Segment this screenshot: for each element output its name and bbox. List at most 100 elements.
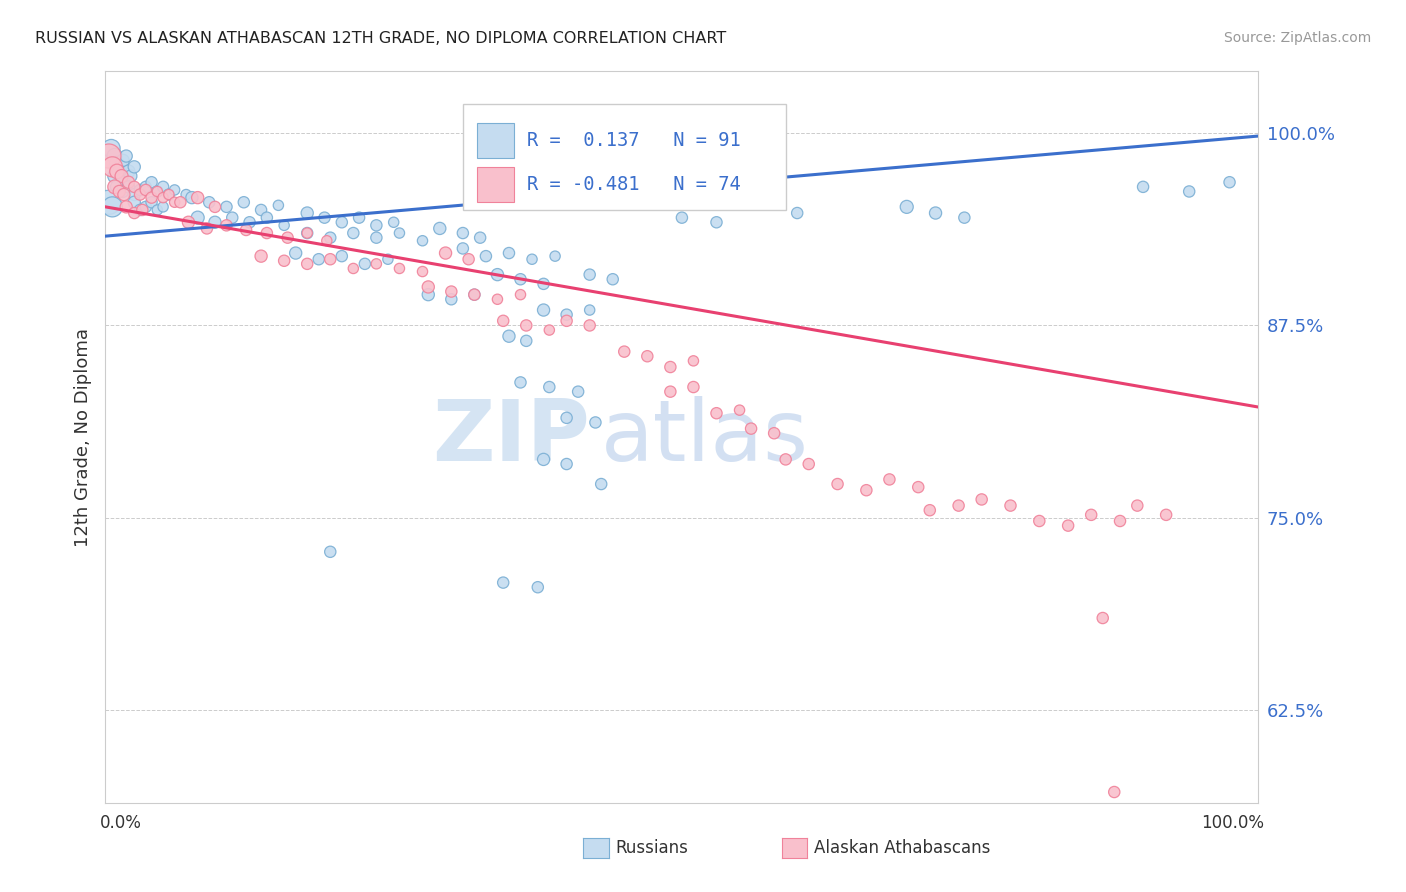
Point bbox=[124, 179, 146, 194]
Point bbox=[763, 426, 786, 441]
Point bbox=[475, 249, 498, 263]
Text: 0.0%: 0.0% bbox=[100, 814, 142, 831]
Point bbox=[204, 200, 226, 214]
Point bbox=[135, 183, 157, 197]
Point bbox=[195, 221, 218, 235]
Point bbox=[250, 249, 273, 263]
Point bbox=[728, 403, 751, 417]
Point bbox=[342, 261, 364, 276]
Point bbox=[135, 200, 157, 214]
Point bbox=[486, 268, 509, 282]
Point bbox=[896, 200, 918, 214]
Text: R =  0.137   N = 91: R = 0.137 N = 91 bbox=[527, 131, 741, 151]
Point bbox=[953, 211, 976, 225]
Point bbox=[659, 384, 682, 399]
Point bbox=[412, 234, 434, 248]
Point bbox=[1132, 179, 1154, 194]
Point bbox=[388, 226, 411, 240]
Point bbox=[124, 206, 146, 220]
Point bbox=[163, 195, 186, 210]
Point bbox=[797, 457, 820, 471]
Point bbox=[97, 149, 120, 163]
Point bbox=[342, 226, 364, 240]
Point bbox=[120, 169, 142, 183]
Point bbox=[706, 406, 728, 420]
Point bbox=[544, 249, 567, 263]
Point bbox=[129, 187, 152, 202]
Point bbox=[273, 219, 295, 233]
Point bbox=[1109, 514, 1132, 528]
Point bbox=[786, 206, 808, 220]
Point bbox=[924, 206, 946, 220]
Point bbox=[330, 249, 353, 263]
Point bbox=[111, 153, 134, 168]
Point bbox=[108, 164, 131, 178]
Point bbox=[146, 185, 169, 199]
Point bbox=[429, 221, 451, 235]
Point bbox=[366, 257, 388, 271]
Point bbox=[388, 261, 411, 276]
Point bbox=[382, 215, 405, 229]
Point bbox=[110, 169, 132, 183]
Point bbox=[515, 318, 537, 333]
Point bbox=[256, 226, 278, 240]
Point bbox=[135, 179, 157, 194]
Point bbox=[1057, 518, 1080, 533]
Point bbox=[1218, 175, 1241, 189]
Point bbox=[319, 545, 342, 559]
Point bbox=[187, 211, 209, 225]
Point bbox=[117, 164, 139, 178]
Text: ZIP: ZIP bbox=[432, 395, 589, 479]
Point bbox=[152, 179, 174, 194]
Point bbox=[451, 242, 474, 256]
Point bbox=[555, 314, 578, 328]
Point bbox=[463, 287, 485, 301]
Point bbox=[492, 575, 515, 590]
Point bbox=[918, 503, 941, 517]
Point bbox=[297, 257, 319, 271]
Point bbox=[221, 211, 243, 225]
Point bbox=[347, 211, 370, 225]
Point bbox=[578, 318, 600, 333]
Point bbox=[591, 477, 613, 491]
Point bbox=[141, 175, 163, 189]
Point bbox=[174, 187, 197, 202]
Point bbox=[297, 226, 319, 240]
Point bbox=[509, 376, 531, 390]
Point bbox=[101, 200, 124, 214]
Point bbox=[284, 246, 307, 260]
Point bbox=[907, 480, 929, 494]
Point bbox=[948, 499, 970, 513]
Point bbox=[105, 157, 128, 171]
Point bbox=[1028, 514, 1050, 528]
Point bbox=[204, 215, 226, 229]
Point bbox=[538, 380, 561, 394]
Point bbox=[527, 580, 550, 594]
Point bbox=[319, 230, 342, 244]
Text: Alaskan Athabascans: Alaskan Athabascans bbox=[814, 839, 990, 857]
Point bbox=[146, 185, 169, 199]
Point bbox=[104, 149, 127, 163]
Point bbox=[1104, 785, 1126, 799]
Point bbox=[308, 252, 330, 267]
Point bbox=[671, 211, 693, 225]
Point bbox=[659, 359, 682, 374]
Point bbox=[215, 200, 238, 214]
Point bbox=[1091, 611, 1114, 625]
Point bbox=[440, 285, 463, 299]
Point bbox=[297, 226, 319, 240]
Text: atlas: atlas bbox=[602, 395, 810, 479]
Point bbox=[117, 175, 139, 189]
Point bbox=[124, 195, 146, 210]
Point bbox=[129, 202, 152, 217]
Point bbox=[486, 292, 509, 306]
Text: Russians: Russians bbox=[616, 839, 689, 857]
Point bbox=[740, 422, 762, 436]
Point bbox=[314, 211, 336, 225]
Point bbox=[232, 195, 254, 210]
Point bbox=[463, 287, 485, 301]
Point bbox=[555, 308, 578, 322]
Point bbox=[515, 334, 537, 348]
Point bbox=[498, 329, 520, 343]
Point bbox=[509, 272, 531, 286]
